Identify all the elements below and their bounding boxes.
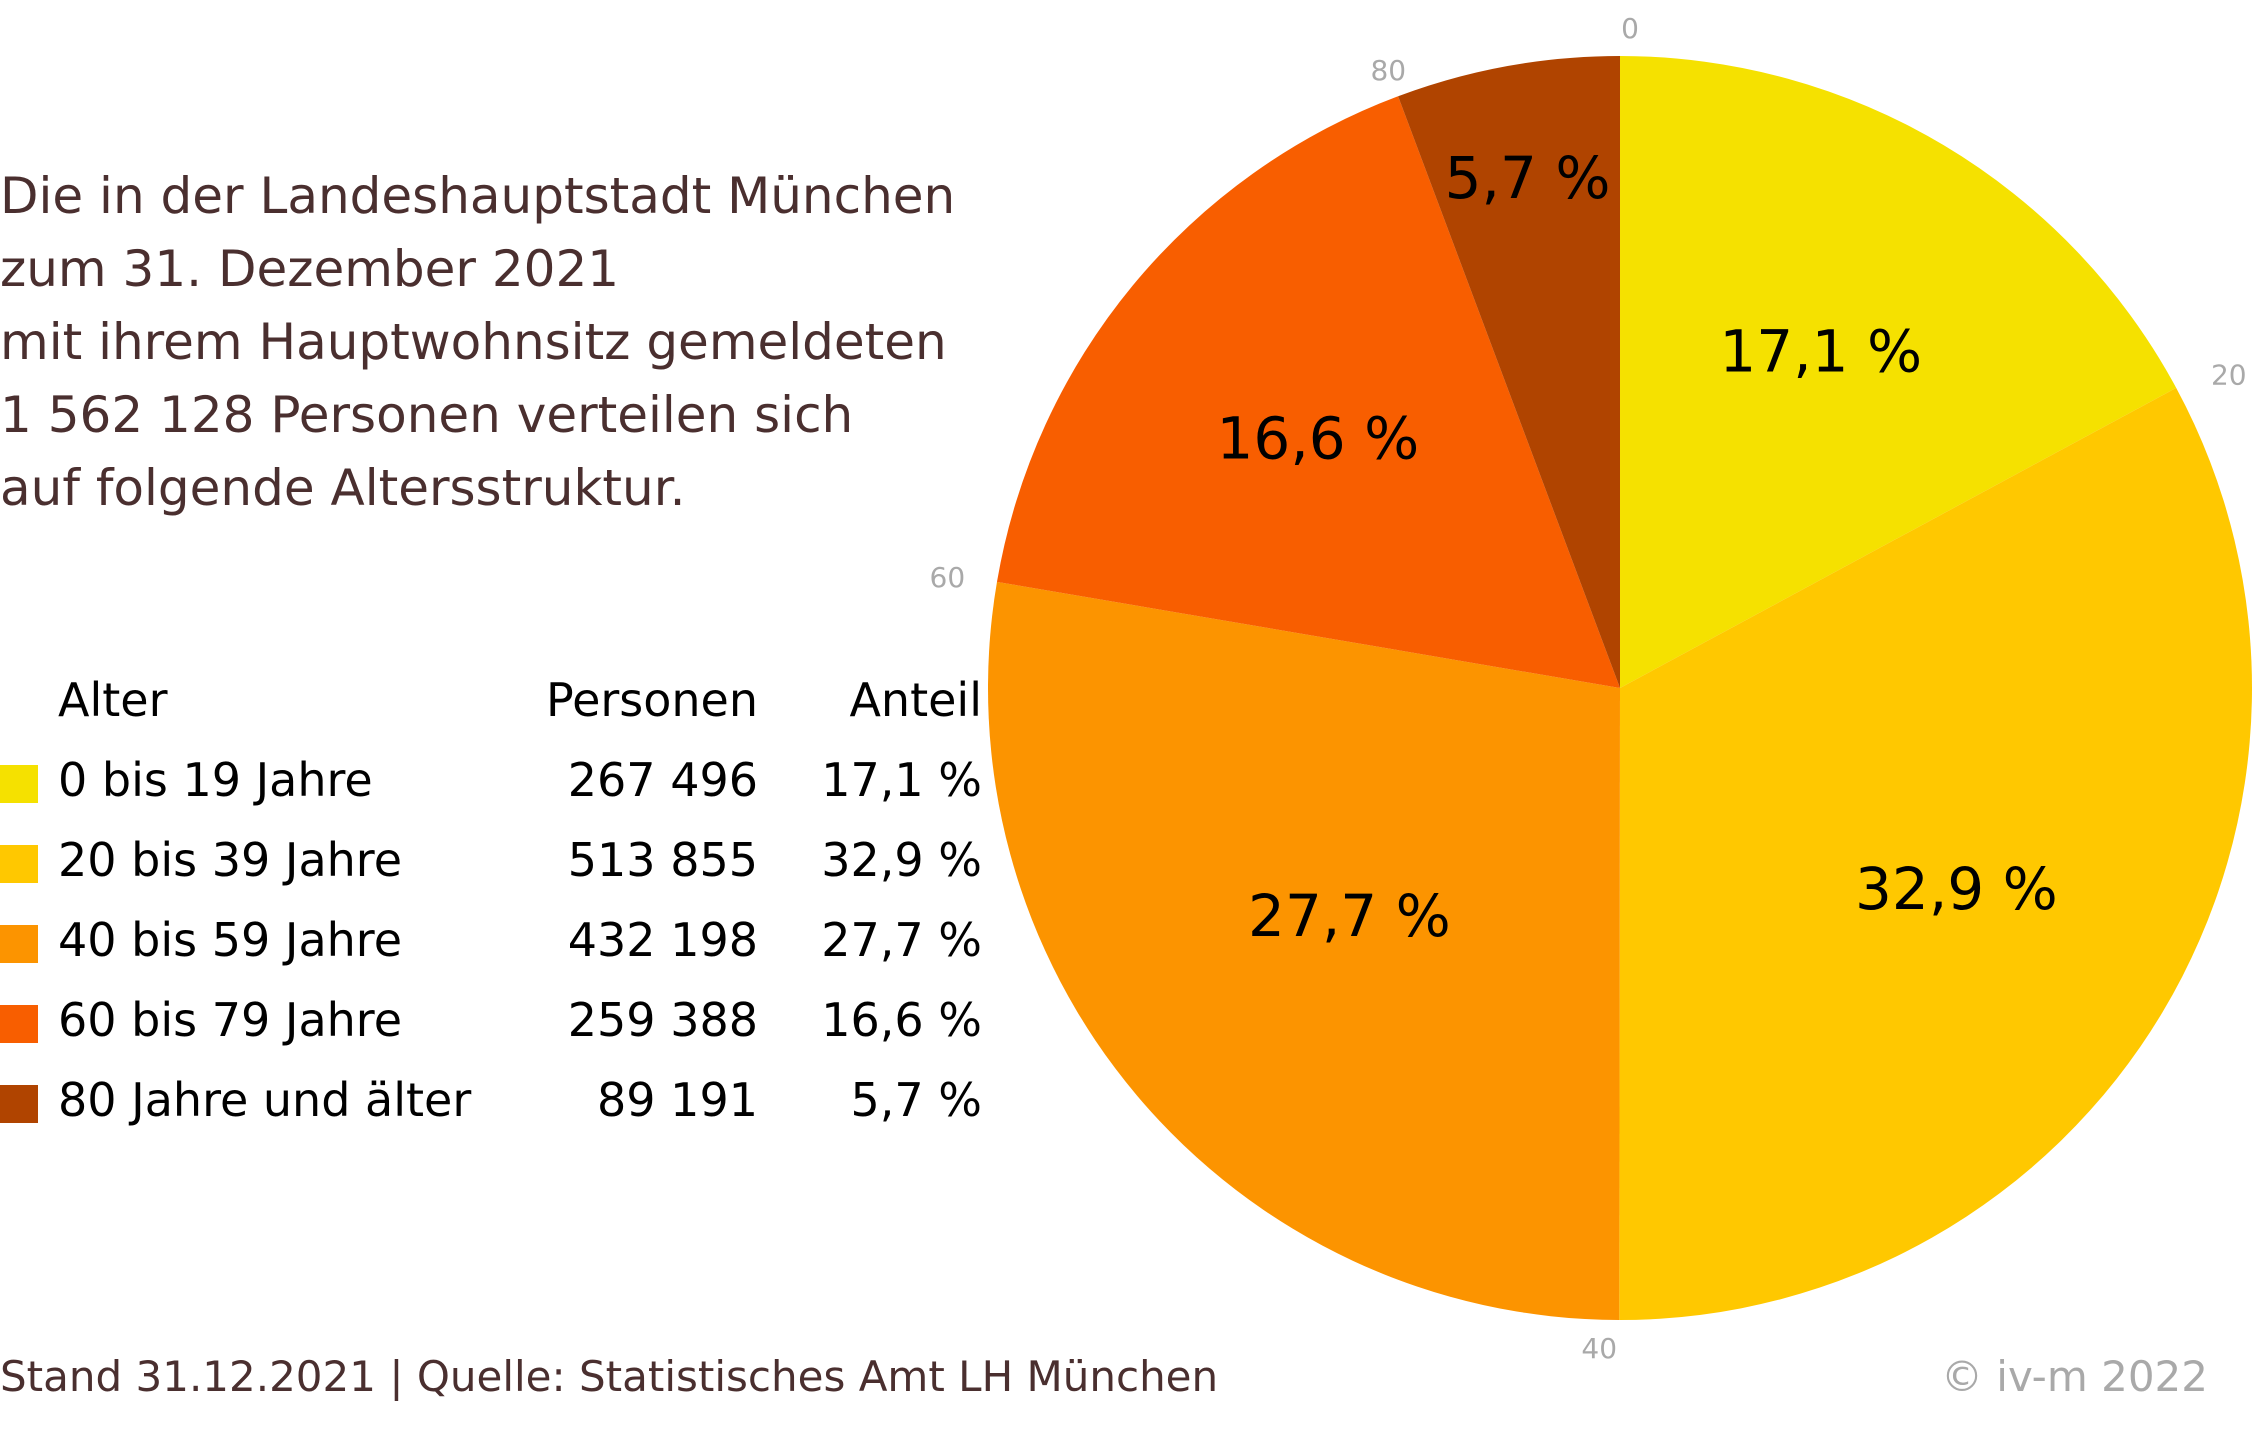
legend-swatch (0, 844, 38, 883)
legend-share: 17,1 % (821, 753, 982, 807)
legend-swatch (0, 924, 38, 963)
legend-persons: 267 496 (567, 753, 758, 807)
legend-age: 0 bis 19 Jahre (58, 753, 373, 807)
legend-row: 40 bis 59 Jahre 432 198 27,7 % (0, 900, 982, 980)
legend-share: 32,9 % (821, 833, 982, 887)
legend-row: 20 bis 39 Jahre 513 855 32,9 % (0, 820, 982, 900)
legend-row: 0 bis 19 Jahre 267 496 17,1 % (0, 740, 982, 820)
pie-slice (996, 96, 1620, 688)
legend-persons: 513 855 (567, 833, 758, 887)
legend-persons: 89 191 (597, 1073, 758, 1127)
description-line-1: Die in der Landeshauptstadt München (0, 167, 956, 225)
legend-row: 60 bis 79 Jahre 259 388 16,6 % (0, 980, 982, 1060)
legend-swatch (0, 1084, 38, 1123)
header-anteil: Anteil (849, 673, 982, 727)
legend-persons: 432 198 (567, 913, 758, 967)
boundary-tick-label: 40 (1581, 1332, 1617, 1365)
boundary-tick-label: 60 (930, 561, 966, 594)
description-line-4: 1 562 128 Personen verteilen sich (0, 386, 854, 444)
description-line-2: zum 31. Dezember 2021 (0, 240, 620, 298)
description-line-3: mit ihrem Hauptwohnsitz gemeldeten (0, 313, 947, 371)
legend-swatch (0, 1004, 38, 1043)
slice-percent-label: 16,6 % (1217, 404, 1420, 472)
slice-percent-label: 17,1 % (1719, 318, 1922, 386)
pie-slice (1398, 55, 1620, 688)
slice-percent-label: 5,7 % (1445, 144, 1611, 212)
legend-share: 16,6 % (821, 993, 982, 1047)
legend-age: 80 Jahre und älter (58, 1073, 472, 1127)
copyright-note: © iv-m 2022 (1940, 1352, 2208, 1401)
legend-swatch (0, 764, 38, 803)
header-personen: Personen (545, 673, 758, 727)
legend-age: 60 bis 79 Jahre (58, 993, 402, 1047)
legend-header-row: Alter Personen Anteil (0, 660, 982, 740)
pie-slice (1619, 387, 2252, 1320)
legend-share: 5,7 % (850, 1073, 983, 1127)
pie-slice (988, 581, 1620, 1320)
boundary-tick-label: 80 (1370, 54, 1406, 87)
boundary-tick-label: 20 (2211, 359, 2247, 392)
slice-percent-label: 32,9 % (1855, 855, 2058, 923)
boundary-tick-label: 0 (1621, 12, 1639, 45)
description-line-5: auf folgende Altersstruktur. (0, 459, 686, 517)
legend-age: 40 bis 59 Jahre (58, 913, 402, 967)
slice-percent-label: 27,7 % (1248, 882, 1451, 950)
legend-row: 80 Jahre und älter 89 191 5,7 % (0, 1060, 982, 1140)
legend-table: Alter Personen Anteil 0 bis 19 Jahre 267… (0, 660, 982, 1140)
pie-slice (1620, 56, 2177, 688)
legend-age: 20 bis 39 Jahre (58, 833, 402, 887)
source-note: Stand 31.12.2021 | Quelle: Statistisches… (0, 1352, 1219, 1401)
legend-persons: 259 388 (567, 993, 758, 1047)
header-alter: Alter (58, 673, 168, 727)
legend-share: 27,7 % (821, 913, 982, 967)
chart-description: Die in der Landeshauptstadt München zum … (0, 160, 1060, 525)
